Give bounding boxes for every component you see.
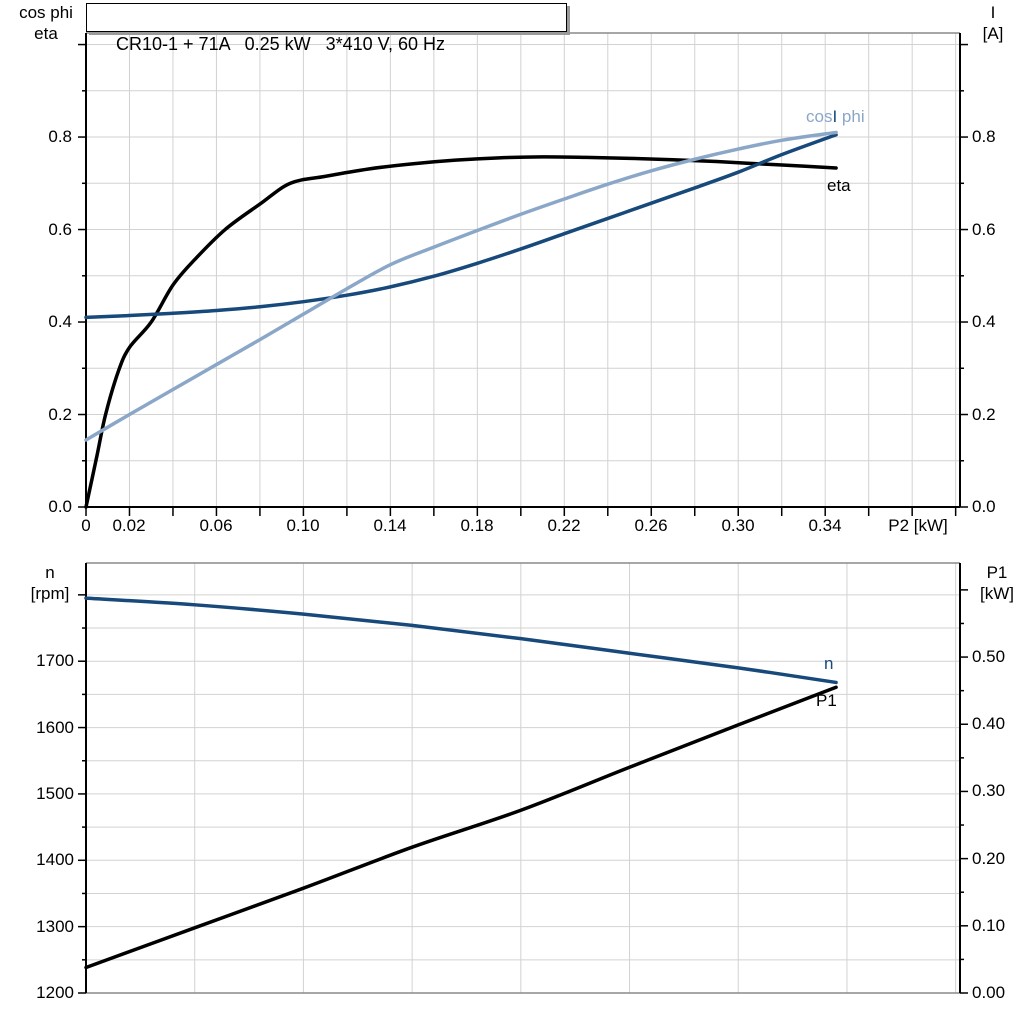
bottom-left-axis-label: n [rpm] (8, 562, 92, 604)
tick-label: 0.8 (972, 127, 996, 146)
curve-label-cos-part: cos (806, 107, 833, 126)
tick-label: 0.4 (48, 312, 72, 331)
curve-label-P1: P1 (816, 691, 837, 710)
I-curve (84, 132, 838, 320)
curve-label-n: n (824, 654, 834, 673)
tick-label: 0.26 (634, 516, 668, 535)
tick-label: 0.22 (547, 516, 581, 535)
tick-label: 1300 (36, 917, 74, 936)
tick-label: 0.14 (373, 516, 407, 535)
tick-label: 0.40 (972, 714, 1006, 733)
tick-label: 0.18 (460, 516, 494, 535)
axis-label-A-unit: [A] (982, 24, 1004, 43)
tick-label: 0.6 (972, 220, 996, 239)
curve-label-cosphi-I: cosI phi (806, 107, 865, 127)
axis-label-kW-unit: [kW] (980, 584, 1014, 603)
x-axis-title: P2 [kW] (888, 516, 948, 535)
bottom-right-axis-label: P1 [kW] (966, 562, 1024, 604)
P1-curve (84, 685, 838, 970)
tick-label: 0.34 (808, 516, 842, 535)
top-left-axis-label: cos phi eta (4, 2, 88, 44)
axis-label-I: I (990, 3, 996, 22)
cos-phi-curve (84, 130, 838, 442)
tick-label: 0.50 (972, 647, 1006, 666)
tick-label: 0.0 (972, 497, 996, 516)
tick-label: 0 (81, 516, 91, 535)
axis-label-rpm-unit: [rpm] (30, 584, 70, 603)
top-right-axis-label: I [A] (966, 2, 1020, 44)
tick-label: 0.4 (972, 312, 996, 331)
tick-label: 0.30 (972, 781, 1006, 800)
tick-label: 1200 (36, 983, 74, 1002)
tick-label: 0.06 (199, 516, 233, 535)
axis-label-n: n (45, 563, 55, 582)
eta-curve (84, 155, 838, 509)
tick-label: 0.2 (48, 405, 72, 424)
tick-label: 0.00 (972, 983, 1006, 1002)
tick-label: 0.10 (286, 516, 320, 535)
curve-label-eta: eta (827, 176, 851, 195)
tick-label: 0.02 (112, 516, 146, 535)
tick-label: 0.6 (48, 220, 72, 239)
tick-label: 0.10 (972, 916, 1006, 935)
n-curve (84, 596, 838, 685)
tick-label: 0.30 (721, 516, 755, 535)
tick-label: 1700 (36, 651, 74, 670)
curve-label-phi-part: phi (837, 107, 865, 126)
axis-label-eta: eta (34, 24, 58, 43)
tick-label: 0.2 (972, 405, 996, 424)
tick-label: 0.0 (48, 497, 72, 516)
tick-label: 1400 (36, 850, 74, 869)
curve-label-I-part: I (832, 107, 838, 126)
axis-label-P1: P1 (986, 563, 1008, 582)
axis-label-cosphi: cos phi (19, 3, 73, 22)
chart-title: CR10-1 + 71A 0.25 kW 3*410 V, 60 Hz (116, 34, 446, 54)
chart-title-box: CR10-1 + 71A 0.25 kW 3*410 V, 60 Hz (86, 3, 567, 54)
tick-label: 1500 (36, 784, 74, 803)
tick-label: 0.20 (972, 849, 1006, 868)
tick-label: 1600 (36, 718, 74, 737)
tick-label: 0.8 (48, 127, 72, 146)
